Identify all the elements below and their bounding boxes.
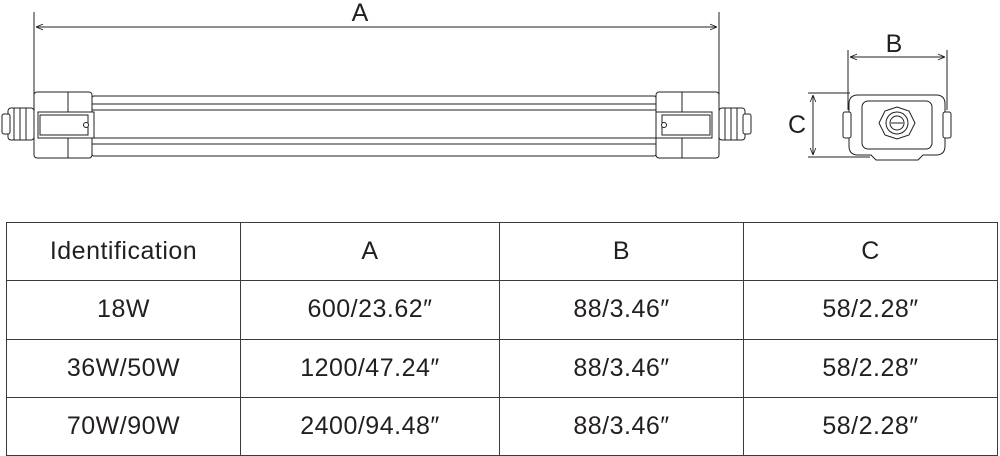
dimension-c	[808, 92, 870, 158]
cell-b: 88/3.46″	[499, 338, 744, 398]
cell-c: 58/2.28″	[743, 280, 998, 340]
header-b: B	[499, 221, 744, 282]
dimension-c-label: C	[788, 111, 806, 139]
cell-c: 58/2.28″	[743, 338, 998, 398]
cell-b: 88/3.46″	[499, 396, 744, 456]
cell-c: 58/2.28″	[743, 396, 998, 456]
dimension-table: Identification A B C 18W 600/23.62″ 88/3…	[6, 221, 998, 456]
fixture-dimension-drawing: A B	[1, 0, 952, 161]
table-header-row: Identification A B C	[6, 221, 998, 282]
dimension-a-label: A	[352, 0, 369, 27]
dimension-b	[847, 50, 948, 110]
header-identification: Identification	[6, 221, 241, 282]
cell-identification: 70W/90W	[6, 396, 241, 456]
cell-identification: 18W	[6, 280, 241, 340]
cell-b: 88/3.46″	[499, 280, 744, 340]
fixture-end-view	[842, 94, 952, 161]
cell-a: 2400/94.48″	[240, 396, 500, 456]
table-row: 18W 600/23.62″ 88/3.46″ 58/2.28″	[6, 280, 998, 340]
dimension-b-label: B	[886, 30, 903, 58]
header-c: C	[743, 221, 998, 282]
table-row: 70W/90W 2400/94.48″ 88/3.46″ 58/2.28″	[6, 396, 998, 456]
dimension-a	[33, 12, 720, 95]
cell-identification: 36W/50W	[6, 338, 241, 398]
fixture-side-view	[1, 91, 752, 159]
cell-a: 1200/47.24″	[240, 338, 500, 398]
table-row: 36W/50W 1200/47.24″ 88/3.46″ 58/2.28″	[6, 338, 998, 398]
cell-a: 600/23.62″	[240, 280, 500, 340]
header-a: A	[240, 221, 500, 282]
